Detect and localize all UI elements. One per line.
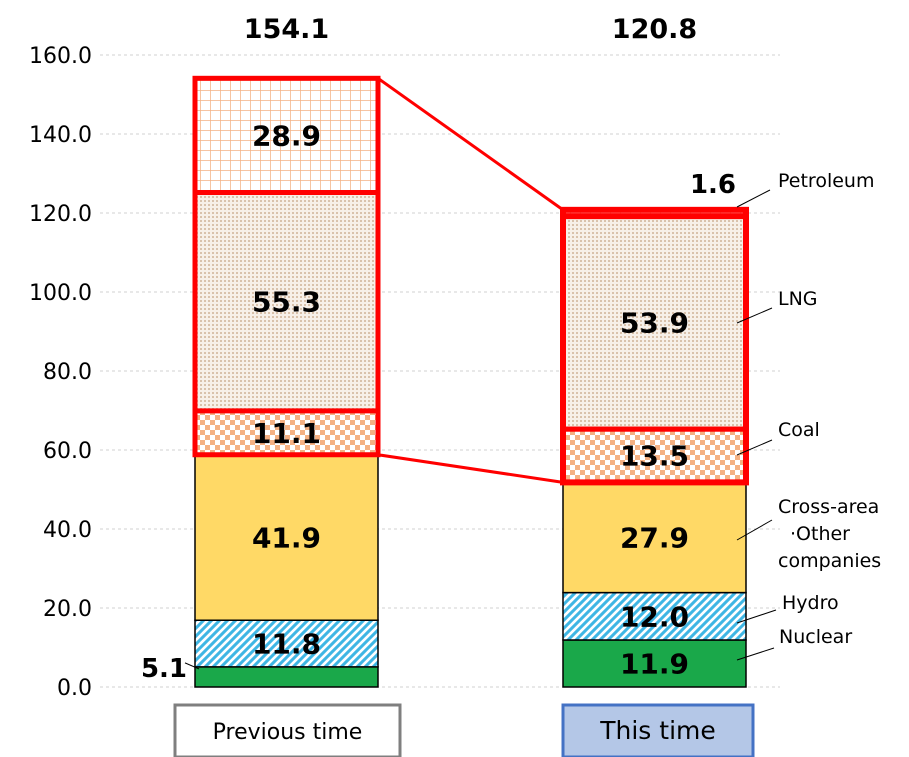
data-label: 11.8 (252, 628, 321, 661)
y-tick-label: 40.0 (43, 518, 92, 543)
bar-total-label: 120.8 (612, 14, 697, 45)
data-label: 5.1 (141, 654, 187, 684)
legend-lng: LNG (778, 288, 818, 310)
y-tick-label: 160.0 (29, 44, 92, 69)
legend-cross-area: Cross-area (778, 496, 879, 518)
data-label: 12.0 (620, 600, 689, 633)
bar-segment-lng (194, 191, 379, 412)
bar-segment-nuclear (194, 666, 379, 688)
data-label: 11.1 (252, 417, 321, 450)
bar-segment-hydro (194, 619, 379, 668)
data-label: 41.9 (252, 521, 321, 554)
connector-line-bottom (377, 453, 564, 484)
data-label: 55.3 (252, 286, 321, 319)
y-tick-label: 140.0 (29, 123, 92, 148)
category-label-box (561, 703, 755, 757)
bar-segment-lng (562, 215, 747, 430)
legend-leader-line (736, 189, 771, 208)
legend-petroleum: Petroleum (778, 170, 874, 192)
data-label: 53.9 (620, 307, 689, 340)
data-label: 1.6 (690, 170, 736, 200)
data-label: 27.9 (620, 521, 689, 554)
category-label: Previous time (213, 720, 363, 745)
bar-total-label: 154.1 (244, 14, 329, 45)
legend-cross-area-line2: ·Other (790, 523, 850, 545)
bar-segment-hydro (562, 591, 747, 641)
bar-segment-coal (194, 410, 379, 456)
legend-coal: Coal (778, 419, 820, 441)
connector-line-top (377, 77, 564, 212)
legend-leader-line (736, 307, 773, 324)
thermal-highlight-box (192, 75, 381, 458)
y-tick-label: 120.0 (29, 202, 92, 227)
thermal-highlight-box (560, 206, 749, 486)
y-tick-label: 20.0 (43, 597, 92, 622)
data-label: 11.9 (620, 647, 689, 680)
legend-leader-line (736, 519, 773, 541)
leader-line (184, 662, 200, 670)
legend-nuclear: Nuclear (779, 626, 852, 648)
data-label: 13.5 (620, 440, 689, 473)
legend-cross-area-line3: companies (778, 550, 881, 572)
y-tick-label: 100.0 (29, 281, 92, 306)
y-tick-label: 60.0 (43, 439, 92, 464)
legend-leader-line (736, 609, 777, 624)
y-tick-label: 80.0 (43, 360, 92, 385)
data-label: 28.9 (252, 119, 321, 152)
legend-leader-line (736, 647, 775, 661)
bar-segment-nuclear (562, 639, 747, 688)
legend-leader-line (736, 439, 773, 456)
category-label-box (173, 703, 402, 757)
category-label: This time (599, 716, 716, 745)
bar-segment-cross-area-other-companies (562, 481, 747, 594)
y-tick-label: 0.0 (57, 676, 92, 701)
legend-hydro: Hydro (782, 592, 839, 614)
